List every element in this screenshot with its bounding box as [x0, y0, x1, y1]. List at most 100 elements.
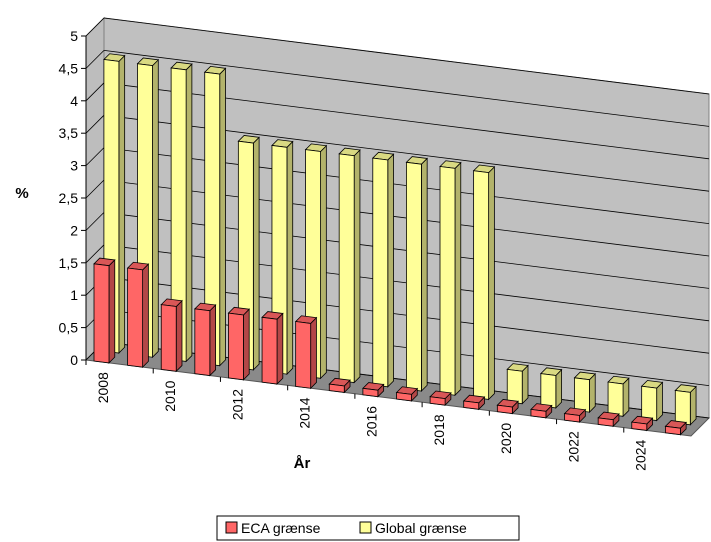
gridline-side [85, 179, 105, 199]
bar-eca-side [209, 304, 216, 377]
y-tick-label: 0,5 [59, 320, 79, 336]
bar-eca [227, 306, 251, 381]
bar-eca [362, 382, 385, 398]
bar-eca [462, 394, 486, 411]
bar-eca [563, 407, 587, 423]
bar-global-side [152, 58, 159, 359]
bar-global-front [674, 390, 691, 426]
bar-eca-side [142, 263, 149, 369]
bar-global-side [252, 136, 260, 371]
bar-eca-front [261, 316, 278, 385]
bar-global-front [405, 161, 422, 392]
bar-global-side [689, 385, 697, 426]
bar-eca-front [295, 321, 312, 389]
bar-eca-front [127, 267, 144, 368]
legend-label-eca: ECA grænse [241, 520, 321, 536]
bar-eca-front [597, 417, 614, 427]
x-tick-label: 2012 [229, 389, 245, 420]
gridline-side [85, 244, 105, 264]
bar-global-side [454, 161, 462, 397]
bar-eca-front [664, 425, 681, 436]
gridline-side [85, 50, 105, 69]
x-tick-label: 2010 [162, 380, 178, 411]
bars [93, 53, 697, 436]
bar-global-side [387, 153, 394, 388]
bar-eca-front [328, 383, 345, 393]
bar-global-side [286, 140, 294, 376]
x-axis: 2008 2010 2012 2014 2016 2018 2020 2022 2024 [85, 360, 649, 471]
bar-eca-front [530, 408, 547, 419]
gridline-side [85, 212, 105, 231]
bar-global-front [506, 368, 523, 405]
y-tick-label: 1,5 [59, 255, 79, 271]
legend-swatch-global [359, 521, 372, 534]
bar-global-side [185, 63, 193, 363]
bar-global-side [320, 144, 327, 380]
bar-global [338, 147, 361, 384]
bar-global-front [473, 170, 490, 400]
bar-global-side [656, 381, 663, 422]
legend-swatch-eca [225, 521, 238, 534]
legend-label-global: Global grænse [375, 520, 467, 536]
bar-eca-side [310, 316, 317, 390]
bar-global-side [118, 54, 126, 354]
bar-eca [530, 403, 553, 419]
bar-eca-front [194, 308, 211, 377]
bar-eca [126, 261, 150, 369]
x-tick-label: 2018 [431, 414, 447, 445]
bar-eca [328, 377, 351, 394]
bar-eca-front [396, 392, 412, 402]
y-tick-label: 4 [70, 93, 78, 109]
bar-global [170, 61, 193, 363]
bar-eca-side [276, 312, 284, 385]
gridline [103, 17, 710, 95]
bar-eca [395, 386, 419, 402]
bar-eca-front [463, 400, 480, 410]
bar-eca [664, 420, 688, 436]
bar-global-side [353, 149, 361, 384]
bar-global [573, 371, 597, 414]
bar-global [472, 164, 496, 401]
bar-global [371, 151, 395, 388]
bar-eca [597, 411, 620, 428]
bar-eca [429, 390, 452, 407]
bar-global [439, 160, 462, 397]
bar-eca-front [564, 413, 580, 423]
x-axis-title: År [294, 455, 311, 472]
bar-global-front [439, 166, 456, 396]
bar-eca [261, 311, 284, 385]
gridline-side [85, 147, 105, 166]
bar-eca [160, 298, 183, 373]
bar-eca [294, 315, 318, 390]
bar-global [607, 375, 630, 418]
bar-global-side [521, 364, 529, 405]
bar-eca-front [160, 304, 177, 372]
bar-global [506, 363, 529, 405]
y-tick-label: 4,5 [59, 60, 79, 76]
bar-global-front [338, 153, 355, 383]
bar-global-side [555, 368, 563, 409]
bar-eca-front [228, 312, 244, 381]
y-tick-label: 2,5 [59, 190, 79, 206]
bar-eca [193, 302, 217, 377]
y-axis: 0 0,5 1 1,5 2 2,5 3 3,5 4 4,5 5 [59, 28, 87, 368]
y-tick-label: 0 [70, 352, 78, 368]
x-tick-label: 2020 [498, 423, 514, 454]
bar-eca-front [362, 387, 379, 398]
bar-eca-front [93, 263, 110, 364]
bar-global-side [488, 165, 495, 401]
bar-global [674, 384, 697, 426]
gridline-side [85, 17, 105, 37]
gridline-side [85, 114, 105, 134]
bar-eca-side [243, 308, 250, 381]
bar-eca [496, 399, 519, 415]
bar-eca [93, 257, 116, 364]
y-tick-label: 3 [70, 158, 78, 174]
y-tick-label: 2 [70, 222, 78, 238]
x-tick-label: 2022 [565, 431, 581, 462]
bar-global-front [574, 377, 590, 413]
bar-eca-front [631, 421, 648, 431]
x-tick-label: 2024 [633, 439, 649, 470]
